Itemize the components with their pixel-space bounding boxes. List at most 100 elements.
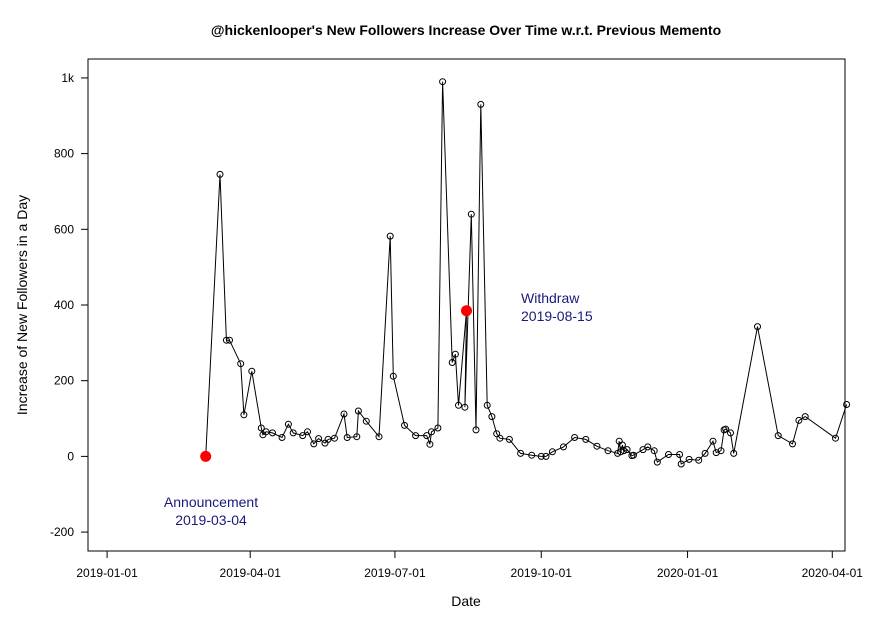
data-point bbox=[505, 435, 513, 443]
data-point bbox=[560, 443, 567, 451]
data-point bbox=[284, 420, 292, 428]
x-tick-label: 2020-01-01 bbox=[657, 566, 719, 580]
data-point bbox=[722, 425, 730, 433]
data-point bbox=[262, 428, 270, 436]
data-point bbox=[528, 451, 536, 459]
data-point bbox=[488, 413, 496, 421]
data-point bbox=[467, 210, 475, 218]
series-line bbox=[205, 81, 848, 465]
data-point bbox=[493, 430, 501, 438]
data-point bbox=[375, 433, 383, 441]
data-point bbox=[248, 367, 256, 375]
x-tick-label: 2019-04-01 bbox=[220, 566, 282, 580]
data-point bbox=[426, 440, 434, 448]
data-point bbox=[665, 451, 672, 458]
y-axis-label: Increase of New Followers in a Day bbox=[14, 195, 30, 415]
y-tick-label: 200 bbox=[54, 374, 74, 388]
series-layer bbox=[202, 78, 851, 468]
data-point bbox=[354, 407, 362, 415]
annotation-announcement-date: 2019-03-04 bbox=[175, 512, 247, 528]
data-point bbox=[389, 372, 397, 380]
event-point bbox=[461, 305, 472, 317]
data-point bbox=[801, 413, 809, 421]
y-tick-label: 400 bbox=[54, 298, 74, 312]
x-tick-label: 2019-07-01 bbox=[364, 566, 426, 580]
data-point bbox=[324, 435, 332, 443]
x-tick-label: 2019-01-01 bbox=[76, 566, 138, 580]
data-point bbox=[423, 432, 431, 440]
y-tick-label: 0 bbox=[67, 449, 74, 463]
data-point bbox=[331, 434, 338, 442]
data-point bbox=[434, 424, 442, 432]
data-point bbox=[789, 440, 796, 448]
data-point bbox=[278, 434, 286, 441]
data-point bbox=[412, 432, 420, 440]
data-point bbox=[304, 428, 311, 436]
data-point bbox=[257, 424, 265, 432]
data-point bbox=[754, 323, 761, 331]
x-tick-label: 2019-10-01 bbox=[511, 566, 573, 580]
data-point bbox=[428, 428, 435, 436]
x-axis-label: Date bbox=[451, 593, 481, 609]
y-tick-label: 800 bbox=[54, 147, 74, 161]
data-point bbox=[795, 416, 803, 424]
data-point bbox=[571, 434, 579, 441]
data-point bbox=[604, 447, 612, 455]
data-point bbox=[537, 452, 545, 460]
annotation-withdraw-date: 2019-08-15 bbox=[521, 308, 593, 324]
data-point bbox=[299, 432, 307, 440]
data-point bbox=[477, 100, 485, 108]
data-point bbox=[216, 170, 224, 178]
data-point bbox=[240, 411, 248, 419]
data-point bbox=[843, 401, 851, 408]
data-point bbox=[685, 455, 693, 463]
data-point bbox=[593, 442, 601, 450]
data-point bbox=[237, 360, 245, 368]
data-point bbox=[712, 449, 720, 457]
chart-title: @hickenlooper's New Followers Increase O… bbox=[211, 22, 721, 38]
data-point bbox=[222, 336, 230, 344]
data-point bbox=[386, 232, 394, 240]
data-point bbox=[269, 429, 276, 437]
data-point bbox=[343, 434, 351, 441]
data-point bbox=[315, 435, 323, 443]
data-point bbox=[472, 426, 480, 434]
data-point bbox=[289, 429, 297, 437]
y-tick-label: 600 bbox=[54, 222, 74, 236]
y-tick-label: 1k bbox=[61, 71, 75, 85]
data-point bbox=[353, 433, 361, 441]
data-point bbox=[832, 434, 839, 442]
data-point bbox=[701, 449, 709, 457]
data-point bbox=[695, 456, 703, 464]
data-point bbox=[517, 449, 525, 457]
x-tick-label: 2020-04-01 bbox=[802, 566, 864, 580]
data-point bbox=[677, 460, 685, 468]
data-point bbox=[483, 401, 491, 409]
data-point bbox=[653, 458, 661, 466]
data-point bbox=[401, 421, 408, 429]
data-point bbox=[623, 446, 631, 454]
data-point bbox=[451, 350, 459, 358]
annotation-announcement-label: Announcement bbox=[164, 494, 258, 510]
data-point bbox=[774, 432, 782, 440]
data-point bbox=[676, 451, 684, 458]
x-axis: 2019-01-01 2019-04-01 2019-07-01 2019-10-01… bbox=[76, 550, 864, 580]
data-point bbox=[717, 447, 725, 455]
data-point bbox=[362, 417, 370, 425]
data-point bbox=[461, 403, 469, 411]
data-point bbox=[730, 449, 738, 457]
data-point bbox=[548, 448, 556, 456]
annotation-withdraw-label: Withdraw bbox=[521, 290, 580, 306]
y-tick-label: -200 bbox=[50, 525, 74, 539]
data-point bbox=[630, 451, 637, 459]
data-point bbox=[310, 440, 318, 448]
data-point bbox=[709, 437, 717, 445]
data-point bbox=[448, 359, 456, 366]
highlight-layer bbox=[200, 305, 472, 462]
data-point bbox=[439, 78, 447, 86]
data-point bbox=[727, 429, 734, 437]
data-point bbox=[340, 410, 348, 418]
event-point bbox=[200, 450, 212, 462]
